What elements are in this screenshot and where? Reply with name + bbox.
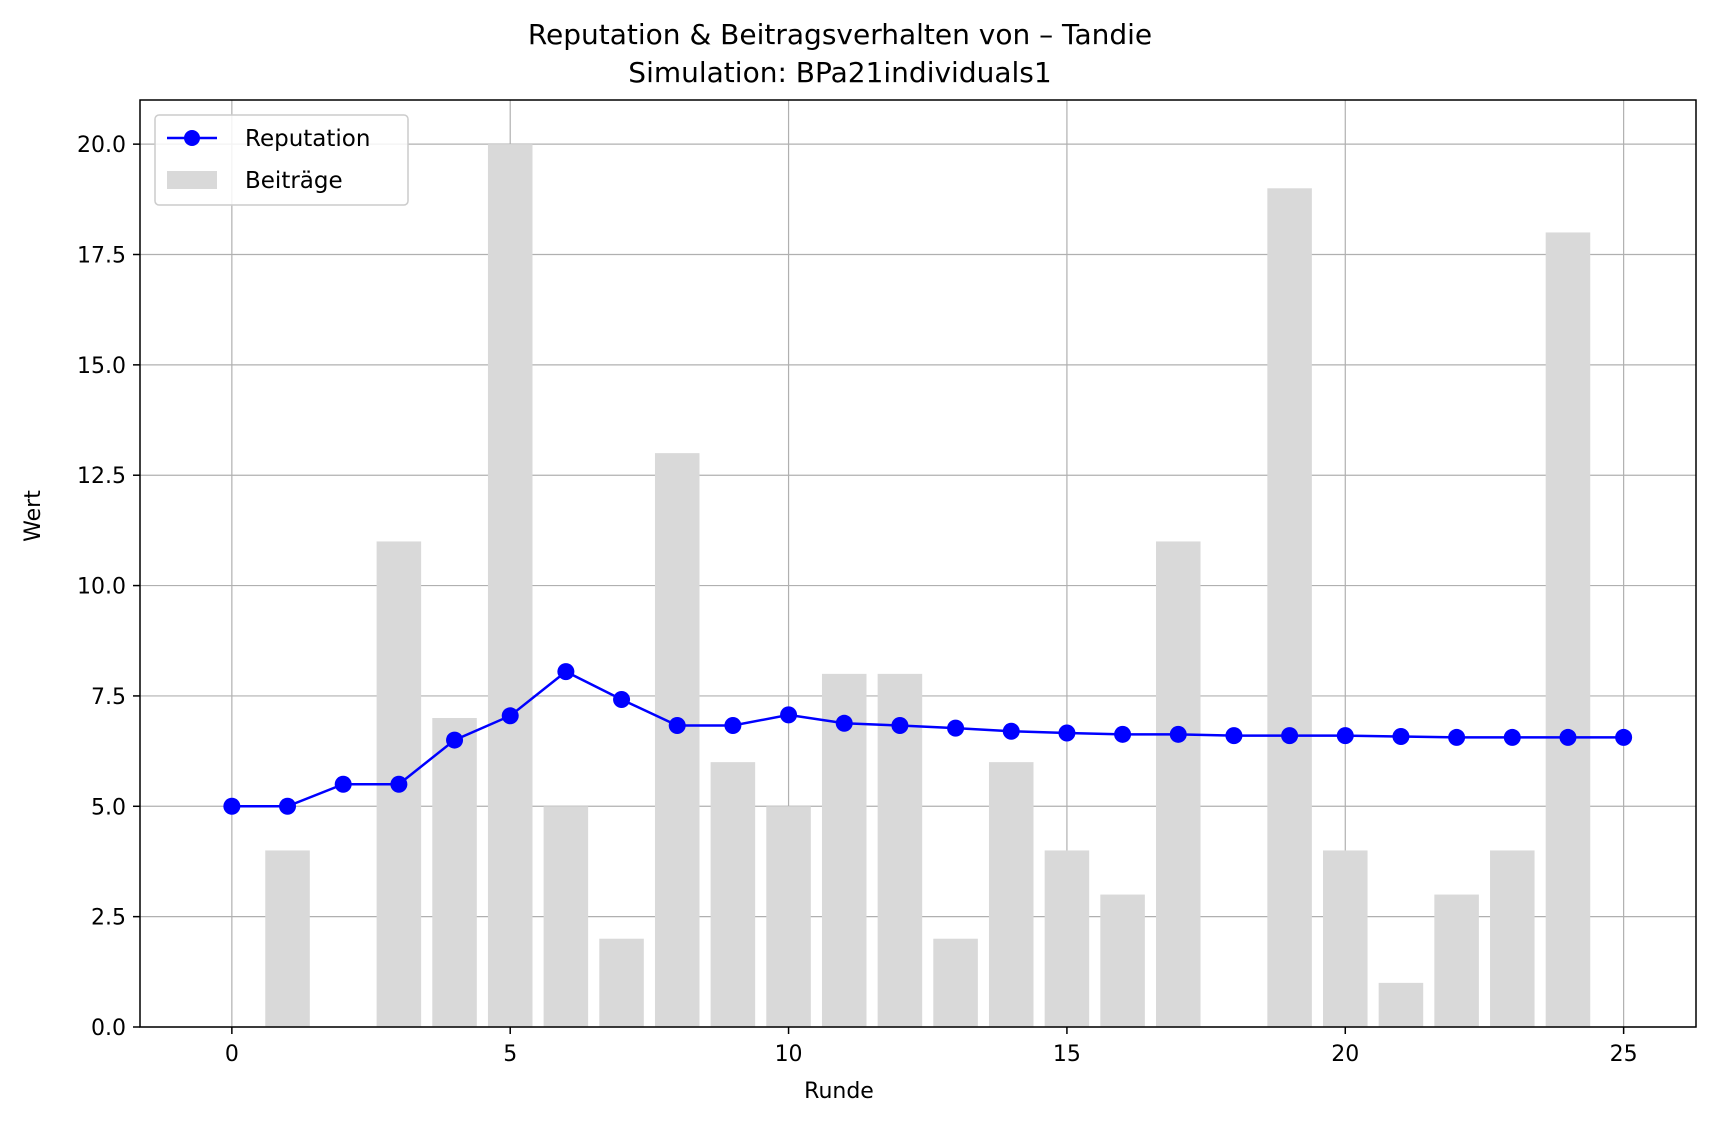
reputation-line [231, 670, 1624, 808]
reputation-point-10 [780, 706, 798, 724]
chart-subtitle: Simulation: BPa21individuals1 [628, 56, 1051, 89]
reputation-point-20 [1336, 727, 1354, 745]
y-tick-label-0: 0.0 [91, 1016, 126, 1041]
y-tick-label-12.5: 12.5 [77, 464, 126, 489]
reputation-point-23 [1503, 728, 1521, 746]
bar-beitraege-23 [1490, 850, 1535, 1027]
reputation-point-22 [1448, 728, 1466, 746]
bar-beitraege-9 [710, 762, 756, 1027]
bar-beitraege-17 [1155, 541, 1201, 1027]
reputation-point-24 [1559, 728, 1577, 746]
bar-beitraege-8 [654, 453, 700, 1028]
reputation-point-25 [1615, 728, 1633, 746]
x-tick-label-5: 5 [503, 1042, 517, 1067]
reputation-point-15 [1058, 724, 1076, 742]
reputation-point-5 [501, 707, 519, 725]
reputation-point-7 [613, 690, 631, 708]
bar-beitraege-6 [543, 806, 589, 1027]
x-tick-label-25: 25 [1610, 1042, 1638, 1067]
bar-beitraege-13 [933, 938, 978, 1027]
bar-beitraege-10 [766, 806, 811, 1027]
bar-beitraege-20 [1323, 850, 1368, 1027]
legend: Reputation Beiträge [154, 114, 409, 206]
y-tick-label-17.5: 17.5 [77, 244, 126, 269]
y-tick-label-5: 5.0 [91, 795, 126, 820]
bar-beitraege-7 [599, 938, 644, 1027]
bar-beitraege-14 [988, 762, 1034, 1027]
reputation-point-19 [1281, 727, 1299, 745]
reputation-point-18 [1225, 727, 1243, 745]
chart-title: Reputation & Beitragsverhalten von – Tan… [528, 18, 1152, 51]
reputation-point-13 [947, 719, 965, 737]
plot-frame [139, 99, 1697, 1028]
axes [139, 99, 1697, 1028]
legend-beitraege-label: Beiträge [245, 168, 343, 194]
bar-beitraege-4 [432, 718, 477, 1027]
y-tick-label-20: 20.0 [77, 133, 126, 158]
bar-beitraege-24 [1545, 232, 1591, 1027]
y-axis-label: Wert [21, 490, 46, 542]
x-tick-label-10: 10 [775, 1042, 803, 1067]
reputation-point-2 [334, 775, 352, 793]
reputation-point-11 [835, 714, 853, 732]
y-tick-label-10: 10.0 [77, 575, 126, 600]
reputation-point-1 [279, 797, 297, 815]
legend-reputation-marker [184, 130, 200, 146]
x-tick-label-0: 0 [225, 1042, 239, 1067]
line-series-reputation [223, 663, 1633, 815]
bar-beitraege-5 [487, 144, 533, 1028]
legend-reputation-label: Reputation [245, 126, 370, 152]
legend-frame [154, 114, 409, 206]
reputation-point-21 [1392, 728, 1410, 746]
reputation-point-14 [1002, 722, 1020, 740]
reputation-point-6 [557, 663, 575, 681]
x-tick-label-15: 15 [1053, 1042, 1081, 1067]
reputation-point-12 [891, 717, 909, 735]
bar-series-beitraege [265, 144, 1591, 1028]
ticks: 0 5 10 15 20 25 0.0 2.5 5.0 7.5 10.0 12.5 15.0 17.5 20… [77, 133, 1638, 1067]
y-tick-label-15: 15.0 [77, 354, 126, 379]
reputation-point-4 [446, 731, 464, 749]
bar-beitraege-16 [1100, 894, 1145, 1027]
legend-beitraege-swatch [167, 171, 217, 189]
reputation-point-8 [668, 717, 686, 735]
reputation-point-0 [223, 797, 241, 815]
reputation-point-3 [390, 775, 408, 793]
bar-beitraege-1 [265, 850, 310, 1027]
reputation-point-9 [724, 717, 742, 735]
bar-beitraege-15 [1044, 850, 1090, 1027]
bar-beitraege-19 [1267, 188, 1312, 1028]
y-tick-label-2.5: 2.5 [91, 906, 126, 931]
bar-beitraege-22 [1434, 894, 1479, 1027]
reputation-point-17 [1169, 725, 1187, 743]
y-tick-label-7.5: 7.5 [91, 685, 126, 710]
bar-beitraege-11 [821, 673, 867, 1027]
x-tick-label-20: 20 [1331, 1042, 1359, 1067]
x-axis-label: Runde [804, 1079, 874, 1104]
bar-beitraege-21 [1378, 982, 1424, 1027]
reputation-point-16 [1114, 725, 1132, 743]
